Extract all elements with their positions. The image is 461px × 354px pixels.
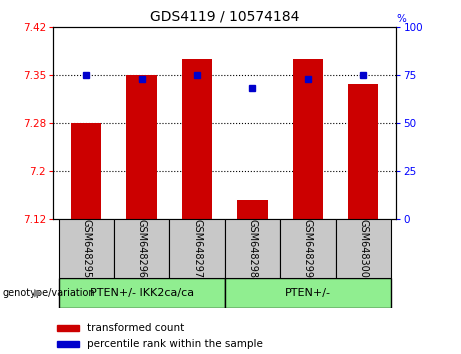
Bar (114, 219, 169, 278)
Text: GSM648299: GSM648299 (303, 219, 313, 278)
Text: ▶: ▶ (35, 288, 43, 298)
Bar (336, 219, 391, 278)
Bar (225, 278, 391, 308)
Title: GDS4119 / 10574184: GDS4119 / 10574184 (150, 10, 300, 24)
Text: PTEN+/- IKK2ca/ca: PTEN+/- IKK2ca/ca (89, 288, 194, 298)
Bar (57, 341, 79, 347)
Bar (293, 59, 323, 219)
Text: GSM648295: GSM648295 (81, 219, 91, 278)
Text: PTEN+/-: PTEN+/- (285, 288, 331, 298)
Text: percentile rank within the sample: percentile rank within the sample (87, 339, 263, 349)
Bar (169, 219, 225, 278)
Bar (237, 200, 268, 219)
Bar (126, 75, 157, 219)
Bar (59, 278, 225, 308)
Bar (182, 59, 212, 219)
Text: genotype/variation: genotype/variation (2, 288, 95, 298)
Text: GSM648298: GSM648298 (248, 219, 257, 278)
Text: GSM648296: GSM648296 (136, 219, 147, 278)
Bar (57, 325, 79, 331)
Bar (280, 219, 336, 278)
Text: GSM648297: GSM648297 (192, 219, 202, 278)
Bar (225, 219, 280, 278)
Bar (59, 219, 114, 278)
Bar (71, 123, 101, 219)
Bar (348, 85, 378, 219)
Text: GSM648300: GSM648300 (358, 219, 368, 278)
Text: transformed count: transformed count (87, 323, 184, 333)
Text: %: % (396, 14, 406, 24)
